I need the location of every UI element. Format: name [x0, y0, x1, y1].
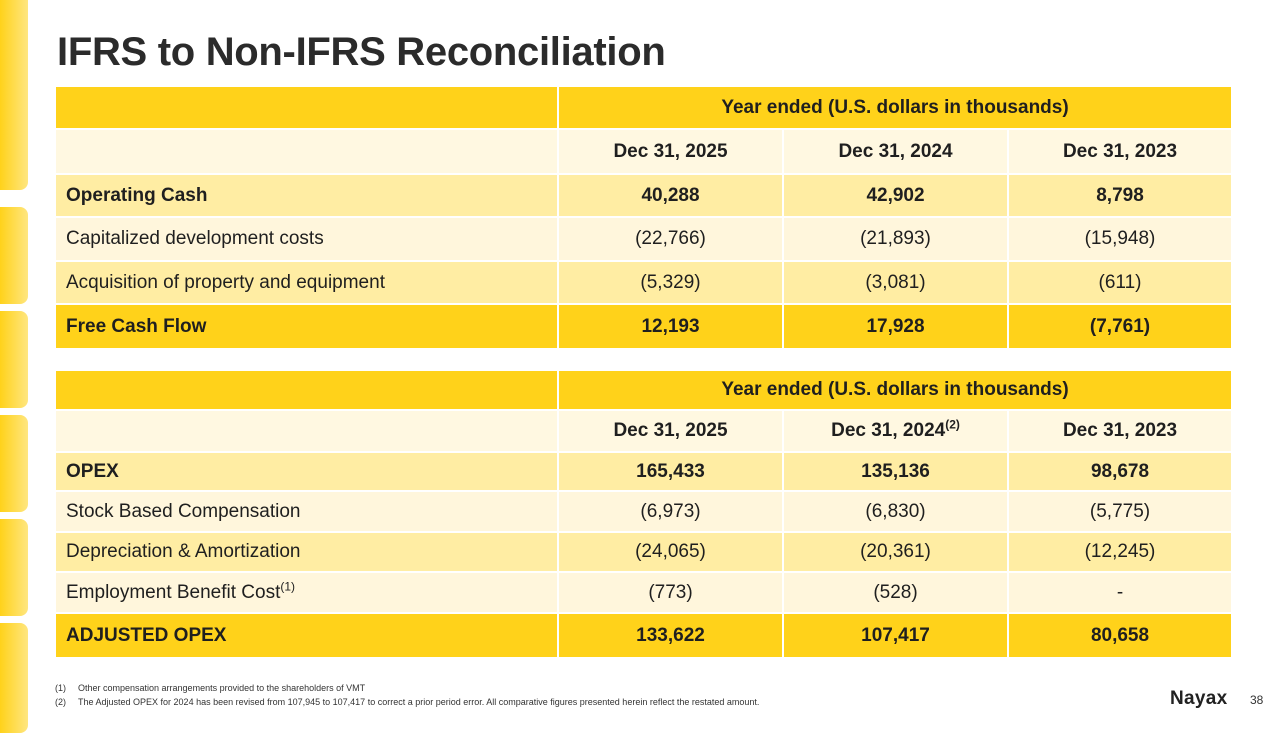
row-value: (6,973) — [557, 491, 783, 533]
date-column-header: Dec 31, 2023 — [1007, 410, 1231, 453]
date-column-header: Dec 31, 2023 — [1007, 129, 1231, 175]
header-blank-cell — [56, 371, 558, 411]
strip-segment — [0, 519, 28, 616]
row-label: Operating Cash — [56, 174, 558, 218]
row-value: 40,288 — [557, 174, 783, 218]
table-header-row: Year ended (U.S. dollars in thousands) — [56, 87, 1231, 130]
footnote-number: (1) — [55, 683, 66, 693]
row-value: (773) — [557, 572, 783, 614]
table-row: Employment Benefit Cost(1) (773) (528) - — [56, 572, 1231, 614]
row-value: (7,761) — [1007, 304, 1231, 350]
row-value: (6,830) — [782, 491, 1008, 533]
footnote-ref: (2) — [945, 417, 960, 432]
strip-segment — [0, 207, 28, 304]
table-row: Operating Cash 40,288 42,902 8,798 — [56, 174, 1231, 218]
strip-segment — [0, 311, 28, 408]
row-label: Employment Benefit Cost(1) — [56, 572, 558, 614]
row-value: (22,766) — [557, 217, 783, 262]
year-ended-header: Year ended (U.S. dollars in thousands) — [557, 371, 1231, 411]
row-value: 8,798 — [1007, 174, 1231, 218]
free-cash-flow-table: Year ended (U.S. dollars in thousands) D… — [56, 87, 1231, 350]
footnote-2: (2) The Adjusted OPEX for 2024 has been r… — [55, 697, 759, 707]
row-value: 98,678 — [1007, 452, 1231, 492]
date-column-header: Dec 31, 2025 — [557, 129, 783, 175]
row-value: 80,658 — [1007, 613, 1231, 659]
row-label-text: Employment Benefit Cost — [66, 581, 281, 603]
table-row: Depreciation & Amortization (24,065) (20… — [56, 532, 1231, 573]
year-ended-header: Year ended (U.S. dollars in thousands) — [557, 87, 1231, 130]
row-label: Stock Based Compensation — [56, 491, 558, 533]
row-label: ADJUSTED OPEX — [56, 613, 558, 659]
row-value: 17,928 — [782, 304, 1008, 350]
dates-row: Dec 31, 2025 Dec 31, 2024 Dec 31, 2023 — [56, 129, 1231, 175]
date-column-header: Dec 31, 2024 — [782, 129, 1008, 175]
page-number: 38 — [1250, 693, 1264, 707]
row-value: - — [1007, 572, 1231, 614]
row-value: (611) — [1007, 261, 1231, 305]
row-value: (5,775) — [1007, 491, 1231, 533]
row-value: 107,417 — [782, 613, 1008, 659]
row-value: (5,329) — [557, 261, 783, 305]
row-value: 12,193 — [557, 304, 783, 350]
row-value: 42,902 — [782, 174, 1008, 218]
footnote-number: (2) — [55, 697, 66, 707]
dates-blank-cell — [56, 410, 558, 453]
strip-segment — [0, 0, 28, 190]
header-blank-cell — [56, 87, 558, 130]
row-value: 135,136 — [782, 452, 1008, 492]
footnote-ref: (1) — [280, 579, 296, 594]
nayax-logo: Nayax — [1170, 688, 1228, 710]
dates-blank-cell — [56, 129, 558, 175]
row-value: (12,245) — [1007, 532, 1231, 573]
date-text: Dec 31, 2024 — [831, 420, 946, 441]
table-header-row: Year ended (U.S. dollars in thousands) — [56, 371, 1231, 411]
row-value: (21,893) — [782, 217, 1008, 262]
row-label: OPEX — [56, 452, 558, 492]
row-value: (15,948) — [1007, 217, 1231, 262]
row-label: Acquisition of property and equipment — [56, 261, 558, 305]
row-value: (528) — [782, 572, 1008, 614]
total-row: Free Cash Flow 12,193 17,928 (7,761) — [56, 304, 1231, 350]
row-label: Capitalized development costs — [56, 217, 558, 262]
row-value: (3,081) — [782, 261, 1008, 305]
row-label: Free Cash Flow — [56, 304, 558, 350]
total-row: ADJUSTED OPEX 133,622 107,417 80,658 — [56, 613, 1231, 659]
logo-text: Nayax — [1170, 688, 1228, 709]
row-value: 165,433 — [557, 452, 783, 492]
row-value: (20,361) — [782, 532, 1008, 573]
strip-segment — [0, 415, 28, 512]
footnote-1: (1) Other compensation arrangements provi… — [55, 683, 365, 693]
table-row: Acquisition of property and equipment (5… — [56, 261, 1231, 305]
row-value: (24,065) — [557, 532, 783, 573]
adjusted-opex-table: Year ended (U.S. dollars in thousands) D… — [56, 371, 1231, 659]
page-title: IFRS to Non-IFRS Reconciliation — [57, 30, 666, 74]
date-column-header: Dec 31, 2025 — [557, 410, 783, 453]
table-row: OPEX 165,433 135,136 98,678 — [56, 452, 1231, 492]
row-value: 133,622 — [557, 613, 783, 659]
footnote-text: The Adjusted OPEX for 2024 has been revi… — [78, 697, 760, 707]
date-column-header: Dec 31, 2024(2) — [782, 410, 1008, 453]
row-label: Depreciation & Amortization — [56, 532, 558, 573]
table-row: Stock Based Compensation (6,973) (6,830)… — [56, 491, 1231, 533]
left-decorative-strip — [0, 0, 28, 733]
strip-segment — [0, 623, 28, 733]
footnote-text: Other compensation arrangements provided… — [78, 683, 366, 693]
table-row: Capitalized development costs (22,766) (… — [56, 217, 1231, 262]
dates-row: Dec 31, 2025 Dec 31, 2024(2) Dec 31, 202… — [56, 410, 1231, 453]
